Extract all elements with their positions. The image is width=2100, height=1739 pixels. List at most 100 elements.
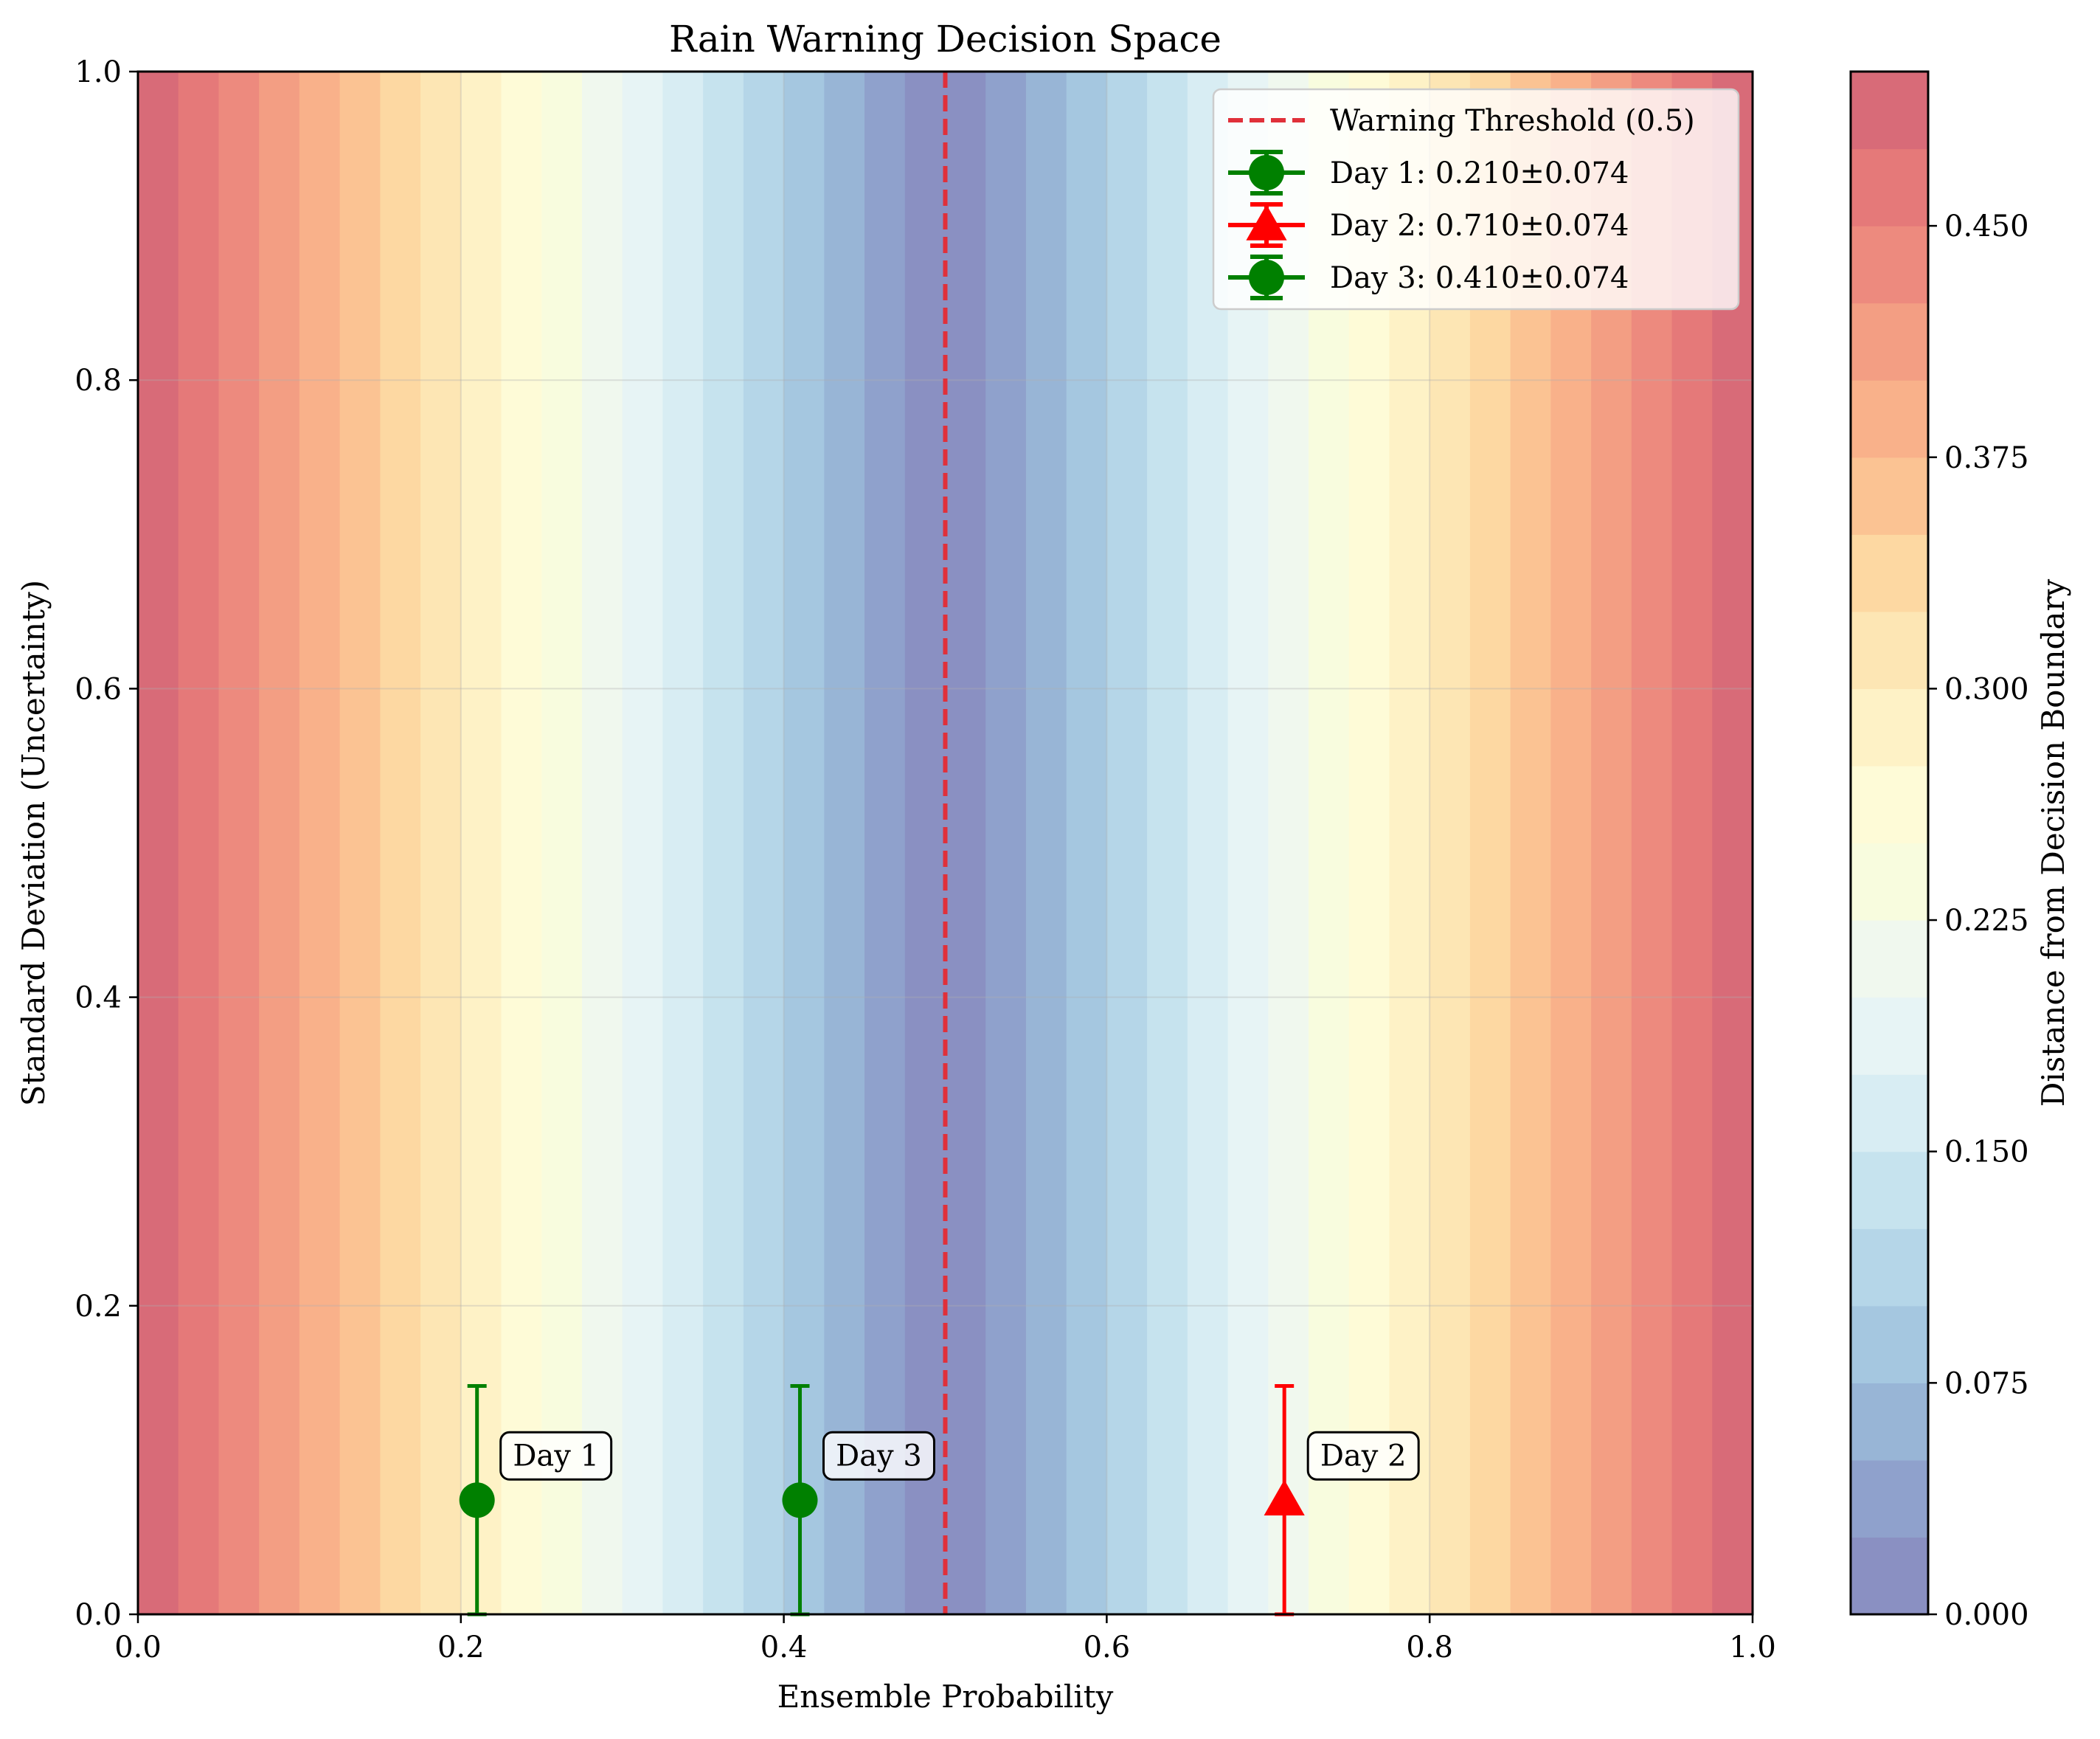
colorbar-segment bbox=[1851, 1305, 1928, 1383]
y-tick-label: 1.0 bbox=[74, 55, 122, 89]
y-tick-label: 0.4 bbox=[74, 981, 122, 1015]
legend-label: Warning Threshold (0.5) bbox=[1330, 104, 1695, 138]
colorbar-tick-label: 0.300 bbox=[1944, 672, 2029, 706]
heatmap-band bbox=[1631, 72, 1673, 1614]
heatmap-band bbox=[703, 72, 744, 1614]
heatmap-band bbox=[1348, 72, 1390, 1614]
heatmap-band bbox=[743, 72, 785, 1614]
heatmap-band bbox=[864, 72, 906, 1614]
x-tick-label: 1.0 bbox=[1729, 1631, 1776, 1664]
x-axis-label: Ensemble Probability bbox=[777, 1679, 1114, 1715]
annotation-box bbox=[822, 1431, 935, 1481]
annotation-label: Day 1 bbox=[513, 1439, 599, 1473]
heatmap-band bbox=[1469, 72, 1511, 1614]
heatmap-band bbox=[1510, 72, 1551, 1614]
heatmap-band bbox=[1550, 72, 1592, 1614]
colorbar-segment bbox=[1851, 1074, 1928, 1152]
heatmap-band bbox=[1309, 72, 1350, 1614]
heatmap-band bbox=[339, 72, 381, 1614]
legend-entry-2: Day 2: 0.710±0.074 bbox=[1228, 202, 1629, 248]
heatmap-band bbox=[218, 72, 260, 1614]
annotation-label: Day 2 bbox=[1320, 1439, 1407, 1473]
heatmap-band bbox=[1712, 72, 1753, 1614]
data-points bbox=[459, 1384, 1305, 1617]
heatmap-band bbox=[1430, 72, 1471, 1614]
y-tick-label: 0.6 bbox=[74, 672, 122, 706]
colorbar-segment bbox=[1851, 1459, 1928, 1538]
heatmap-band bbox=[1147, 72, 1188, 1614]
heatmap-band bbox=[1025, 72, 1067, 1614]
colorbar-segment bbox=[1851, 843, 1928, 921]
y-axis-label: Standard Deviation (Uncertainty) bbox=[15, 580, 52, 1106]
annotation-box bbox=[1306, 1431, 1420, 1481]
x-tick-label: 0.4 bbox=[760, 1631, 808, 1664]
y-axis-ticks: 0.0 0.2 0.4 0.6 0.8 1.0 bbox=[74, 55, 138, 1632]
heatmap-band bbox=[420, 72, 462, 1614]
plot-frame bbox=[136, 70, 1754, 1616]
legend-entry-threshold: Warning Threshold (0.5) bbox=[1228, 104, 1695, 138]
colorbar: 0.000 0.075 0.150 0.225 0.300 0.375 0.450 bbox=[1849, 70, 2029, 1632]
heatmap-band bbox=[178, 72, 220, 1614]
colorbar-segment bbox=[1851, 226, 1928, 304]
legend-label: Day 3: 0.410±0.074 bbox=[1330, 261, 1629, 295]
legend-entry-3: Day 3: 0.410±0.074 bbox=[1228, 255, 1629, 300]
heatmap-band bbox=[1389, 72, 1430, 1614]
chart-title: Rain Warning Decision Space bbox=[669, 18, 1221, 60]
colorbar-segment bbox=[1851, 302, 1928, 381]
heatmap-bands bbox=[138, 72, 1753, 1614]
colorbar-tick-label: 0.450 bbox=[1944, 210, 2029, 243]
colorbar-tick-label: 0.075 bbox=[1944, 1366, 2029, 1400]
colorbar-tick-label: 0.225 bbox=[1944, 904, 2029, 938]
heatmap-band bbox=[1671, 72, 1713, 1614]
colorbar-tick-label: 0.000 bbox=[1944, 1598, 2029, 1632]
colorbar-segment bbox=[1851, 1228, 1928, 1307]
x-tick-label: 0.0 bbox=[114, 1631, 162, 1664]
heatmap-band bbox=[1106, 72, 1148, 1614]
colorbar-segment bbox=[1851, 1537, 1928, 1615]
annotation-2: Day 2 bbox=[1306, 1431, 1420, 1481]
heatmap-band bbox=[138, 72, 179, 1614]
legend-marker bbox=[1249, 155, 1284, 190]
heatmap-band bbox=[1227, 72, 1269, 1614]
heatmap-band bbox=[945, 72, 986, 1614]
colorbar-tick-label: 0.150 bbox=[1944, 1135, 2029, 1169]
heatmap-band bbox=[299, 72, 341, 1614]
data-point-3 bbox=[782, 1482, 818, 1518]
legend-label: Day 1: 0.210±0.074 bbox=[1330, 156, 1629, 190]
legend-marker bbox=[1246, 204, 1287, 241]
legend-marker bbox=[1249, 260, 1284, 295]
colorbar-segment bbox=[1851, 534, 1928, 612]
heatmap-band bbox=[460, 72, 502, 1614]
heatmap-band bbox=[1268, 72, 1309, 1614]
colorbar-segment bbox=[1851, 688, 1928, 767]
colorbar-segment bbox=[1851, 997, 1928, 1075]
legend-entry-1: Day 1: 0.210±0.074 bbox=[1228, 150, 1629, 196]
heatmap-band bbox=[662, 72, 704, 1614]
heatmap-band bbox=[1187, 72, 1229, 1614]
point-annotations: Day 1 Day 2 Day 3 bbox=[499, 1431, 1420, 1481]
heatmap-band bbox=[259, 72, 300, 1614]
colorbar-label: Distance from Decision Boundary bbox=[2035, 578, 2071, 1107]
x-tick-label: 0.8 bbox=[1406, 1631, 1453, 1664]
colorbar-segment bbox=[1851, 611, 1928, 689]
colorbar-segment bbox=[1851, 457, 1928, 535]
annotation-label: Day 3 bbox=[836, 1439, 922, 1473]
heatmap-band bbox=[985, 72, 1027, 1614]
heatmap-band bbox=[380, 72, 421, 1614]
legend-label: Day 2: 0.710±0.074 bbox=[1330, 209, 1629, 243]
x-axis-ticks: 0.0 0.2 0.4 0.6 0.8 1.0 bbox=[114, 1614, 1776, 1664]
colorbar-segment bbox=[1851, 920, 1928, 998]
colorbar-segment bbox=[1851, 380, 1928, 458]
x-tick-label: 0.6 bbox=[1084, 1631, 1131, 1664]
heatmap-band bbox=[904, 72, 946, 1614]
annotation-3: Day 3 bbox=[822, 1431, 935, 1481]
annotation-box bbox=[499, 1431, 613, 1481]
heatmap-band bbox=[1591, 72, 1632, 1614]
colorbar-segment bbox=[1851, 1151, 1928, 1229]
heatmap-band bbox=[783, 72, 825, 1614]
annotation-1: Day 1 bbox=[499, 1431, 613, 1481]
data-point-2 bbox=[1264, 1479, 1305, 1515]
colorbar-tick-label: 0.375 bbox=[1944, 441, 2029, 475]
